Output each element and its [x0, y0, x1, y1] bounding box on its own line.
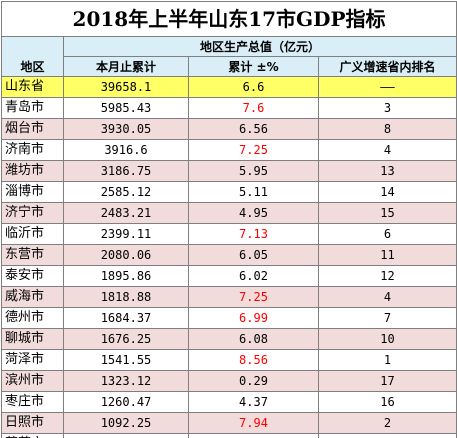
table-row: 临沂市 2399.11 7.13 6	[1, 223, 457, 245]
header-region: 地区	[1, 36, 64, 77]
cell-region: 济南市	[1, 139, 64, 161]
cell-rank: 1	[317, 349, 457, 371]
cell-cumulative: 1895.86	[63, 265, 189, 287]
cell-region: 滨州市	[1, 370, 64, 392]
cell-rank: 2	[317, 412, 457, 434]
cell-growth: 6.08	[188, 328, 319, 350]
cell-rank: 12	[317, 265, 457, 287]
cell-growth: 6.02	[188, 265, 319, 287]
table-row: 烟台市 3930.05 6.56 8	[1, 118, 457, 140]
cell-region: 潍坊市	[1, 160, 64, 182]
cell-cumulative: 3916.6	[63, 139, 189, 161]
cell-growth: 6.05	[188, 244, 319, 266]
table-row: 泰安市 1895.86 6.02 12	[1, 265, 457, 287]
cell-cumulative: 1541.55	[63, 349, 189, 371]
cell-cumulative: 2585.12	[63, 181, 189, 203]
cell-rank: 4	[317, 286, 457, 308]
cell-rank: 7	[317, 307, 457, 329]
cell-region: 烟台市	[1, 118, 64, 140]
cell-rank: 17	[317, 370, 457, 392]
table-row: 日照市 1092.25 7.94 2	[1, 412, 457, 434]
cell-rank: 13	[317, 160, 457, 182]
cell-region: 淄博市	[1, 181, 64, 203]
cell-cumulative: 2483.21	[63, 202, 189, 224]
cell-cumulative: 2399.11	[63, 223, 189, 245]
cell-growth: 7.25	[188, 286, 319, 308]
cell-growth: 6.56	[188, 118, 319, 140]
cell-rank: 11	[317, 244, 457, 266]
cell-cumulative: 1323.12	[63, 370, 189, 392]
table-row: 东营市 2080.06 6.05 11	[1, 244, 457, 266]
table-row: 山东省 39658.1 6.6 ——	[1, 76, 457, 98]
cell-region: 青岛市	[1, 97, 64, 119]
cell-region: 泰安市	[1, 265, 64, 287]
cell-rank: 6	[317, 223, 457, 245]
header-gdp-group: 地区生产总值（亿元）	[62, 36, 457, 57]
cell-region: 枣庄市	[1, 391, 64, 413]
cell-region: 菏泽市	[1, 349, 64, 371]
cell-rank: 14	[317, 181, 457, 203]
table-row: 枣庄市 1260.47 4.37 16	[1, 391, 457, 413]
cell-growth: 8.56	[188, 349, 319, 371]
table-row: 德州市 1684.37 6.99 7	[1, 307, 457, 329]
cell-growth: 7.13	[188, 223, 319, 245]
cell-cumulative: 3930.05	[63, 118, 189, 140]
table-row: 济宁市 2483.21 4.95 15	[1, 202, 457, 224]
cell-cumulative: 5985.43	[63, 97, 189, 119]
cell-growth: 7.6	[188, 97, 319, 119]
cell-cumulative: 499.95	[63, 433, 189, 438]
cell-rank: 10	[317, 328, 457, 350]
cell-cumulative: 1092.25	[63, 412, 189, 434]
cell-growth: 6.19	[188, 433, 319, 438]
cell-rank: ——	[317, 76, 457, 98]
table-row: 威海市 1818.88 7.25 4	[1, 286, 457, 308]
cell-growth: 0.29	[188, 370, 319, 392]
table-row: 济南市 3916.6 7.25 4	[1, 139, 457, 161]
cell-cumulative: 2080.06	[63, 244, 189, 266]
table-row: 潍坊市 3186.75 5.95 13	[1, 160, 457, 182]
cell-growth: 5.11	[188, 181, 319, 203]
cell-rank: 4	[317, 139, 457, 161]
header-growth: 累计 ±%	[188, 56, 319, 77]
cell-growth: 6.6	[188, 76, 319, 98]
cell-cumulative: 1260.47	[63, 391, 189, 413]
cell-region: 莱芜市	[1, 433, 64, 438]
cell-growth: 6.99	[188, 307, 319, 329]
cell-region: 日照市	[1, 412, 64, 434]
cell-region: 聊城市	[1, 328, 64, 350]
cell-region: 临沂市	[1, 223, 64, 245]
table-row: 滨州市 1323.12 0.29 17	[1, 370, 457, 392]
cell-rank: 16	[317, 391, 457, 413]
cell-cumulative: 3186.75	[63, 160, 189, 182]
cell-rank: 15	[317, 202, 457, 224]
cell-region: 威海市	[1, 286, 64, 308]
cell-cumulative: 1676.25	[63, 328, 189, 350]
table-row: 聊城市 1676.25 6.08 10	[1, 328, 457, 350]
cell-region: 济宁市	[1, 202, 64, 224]
cell-region: 山东省	[1, 76, 64, 98]
cell-region: 德州市	[1, 307, 64, 329]
header-cumulative: 本月止累计	[63, 56, 189, 77]
cell-region: 东营市	[1, 244, 64, 266]
header-rank: 广义增速省内排名	[317, 56, 457, 77]
table-row: 菏泽市 1541.55 8.56 1	[1, 349, 457, 371]
table-row: 莱芜市499.956.199	[1, 433, 457, 438]
cell-cumulative: 39658.1	[63, 76, 189, 98]
cell-growth: 4.37	[188, 391, 319, 413]
cell-cumulative: 1684.37	[63, 307, 189, 329]
cell-rank: 9	[317, 433, 457, 438]
table-row: 淄博市 2585.12 5.11 14	[1, 181, 457, 203]
cell-growth: 7.94	[188, 412, 319, 434]
table-row: 青岛市 5985.43 7.6 3	[1, 97, 457, 119]
cell-rank: 8	[317, 118, 457, 140]
cell-growth: 7.25	[188, 139, 319, 161]
cell-growth: 4.95	[188, 202, 319, 224]
cell-rank: 3	[317, 97, 457, 119]
cell-cumulative: 1818.88	[63, 286, 189, 308]
table-title: 2018年上半年山东17市GDP指标	[0, 1, 457, 37]
cell-growth: 5.95	[188, 160, 319, 182]
